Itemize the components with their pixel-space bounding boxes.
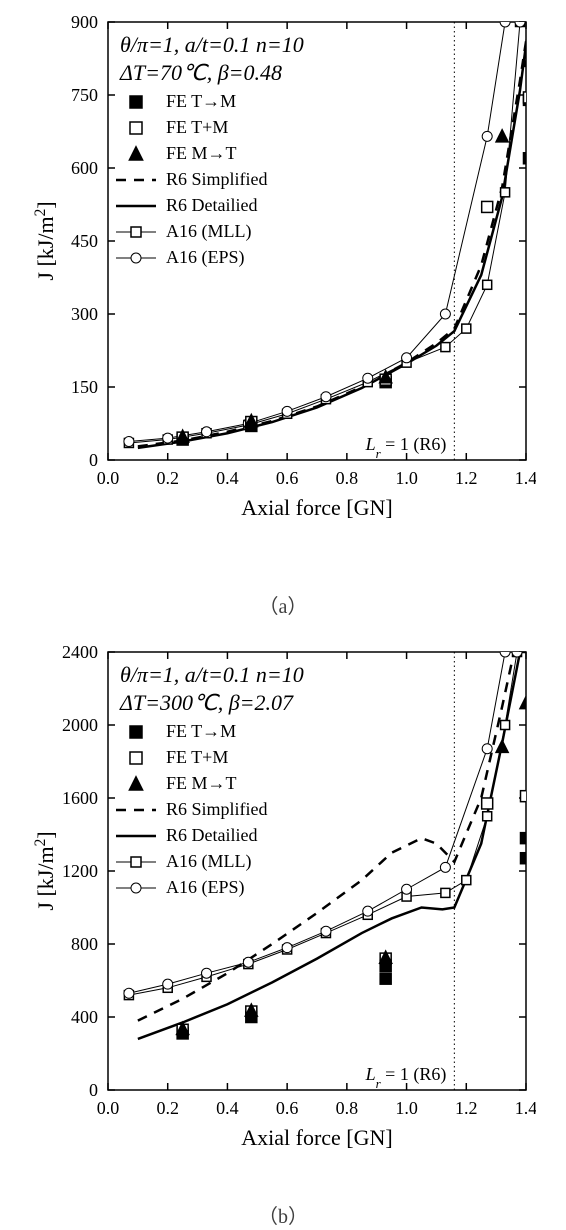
svg-text:1.4: 1.4: [515, 1098, 536, 1118]
legend-label: R6 Detailied: [166, 195, 257, 215]
chart-panel-a: 0.0 0.2 0.4 0.6 0.8 1.0 1.2 1.4 0 150 300 450 600 750…: [30, 10, 536, 570]
legend-item-fe_tm: FE T→M: [130, 91, 236, 111]
svg-text:900: 900: [71, 12, 98, 32]
legend-label: FE M→T: [166, 773, 237, 793]
params-text: ΔT=70℃, β=0.48: [119, 60, 282, 85]
svg-text:0: 0: [89, 1080, 98, 1100]
params-text: θ/π=1, a/t=0.1 n=10: [120, 662, 304, 687]
svg-text:2000: 2000: [62, 715, 98, 735]
svg-text:400: 400: [71, 1007, 98, 1027]
y-axis-label: J [kJ/m2]: [32, 201, 59, 280]
legend-item-r6d: R6 Detailied: [116, 825, 257, 845]
legend-label: FE T→M: [166, 91, 236, 111]
svg-text:1600: 1600: [62, 788, 98, 808]
svg-text:750: 750: [71, 85, 98, 105]
svg-text:0.4: 0.4: [216, 468, 239, 488]
legend-label: R6 Simplified: [166, 799, 268, 819]
legend-item-r6s: R6 Simplified: [116, 799, 268, 819]
legend-label: FE T+M: [166, 117, 228, 137]
lr-label: Lr = 1 (R6): [365, 1064, 447, 1091]
legend-item-fe_mt: FE M→T: [129, 143, 236, 163]
y-axis-label: J [kJ/m2]: [32, 831, 59, 910]
svg-text:0.0: 0.0: [97, 1098, 120, 1118]
svg-text:1.4: 1.4: [515, 468, 536, 488]
legend-item-fe_tpm: FE T+M: [130, 117, 228, 137]
svg-text:0.2: 0.2: [156, 468, 179, 488]
x-axis-label: Axial force [GN]: [241, 495, 393, 520]
legend-item-a16e: A16 (EPS): [116, 877, 245, 898]
svg-text:0.2: 0.2: [156, 1098, 179, 1118]
legend-label: A16 (MLL): [166, 221, 251, 242]
svg-text:1.2: 1.2: [455, 468, 478, 488]
svg-text:0: 0: [89, 450, 98, 470]
svg-text:0.8: 0.8: [336, 1098, 359, 1118]
chart-svg-a: 0.0 0.2 0.4 0.6 0.8 1.0 1.2 1.4 0 150 300 450 600 750…: [30, 10, 536, 530]
legend-item-fe_mt: FE M→T: [129, 773, 236, 793]
legend-item-a16m: A16 (MLL): [116, 221, 251, 242]
legend-item-fe_tm: FE T→M: [130, 721, 236, 741]
svg-text:2400: 2400: [62, 642, 98, 662]
svg-text:1.0: 1.0: [395, 1098, 418, 1118]
legend-item-a16m: A16 (MLL): [116, 851, 251, 872]
svg-text:0.8: 0.8: [336, 468, 359, 488]
svg-text:1.0: 1.0: [395, 468, 418, 488]
params-text: θ/π=1, a/t=0.1 n=10: [120, 32, 304, 57]
legend-item-fe_tpm: FE T+M: [130, 747, 228, 767]
svg-text:1200: 1200: [62, 861, 98, 881]
svg-text:0.6: 0.6: [276, 468, 299, 488]
legend-item-a16e: A16 (EPS): [116, 247, 245, 268]
svg-text:300: 300: [71, 304, 98, 324]
svg-text:0.4: 0.4: [216, 1098, 239, 1118]
svg-text:800: 800: [71, 934, 98, 954]
legend-label: A16 (MLL): [166, 851, 251, 872]
legend-label: FE T→M: [166, 721, 236, 741]
svg-text:0.0: 0.0: [97, 468, 120, 488]
lr-label: Lr = 1 (R6): [365, 434, 447, 461]
legend-label: A16 (EPS): [166, 877, 245, 898]
legend-label: FE T+M: [166, 747, 228, 767]
legend-item-r6s: R6 Simplified: [116, 169, 268, 189]
legend-label: R6 Simplified: [166, 169, 268, 189]
caption-a: （a）: [0, 590, 566, 619]
legend-item-r6d: R6 Detailied: [116, 195, 257, 215]
legend-label: FE M→T: [166, 143, 237, 163]
params-text: ΔT=300℃, β=2.07: [119, 690, 294, 715]
x-axis-label: Axial force [GN]: [241, 1125, 393, 1150]
legend-label: R6 Detailied: [166, 825, 257, 845]
chart-panel-b: 0.0 0.2 0.4 0.6 0.8 1.0 1.2 1.4 0 400 800 1200 1600 2…: [30, 640, 536, 1200]
svg-text:1.2: 1.2: [455, 1098, 478, 1118]
svg-text:450: 450: [71, 231, 98, 251]
chart-svg-b: 0.0 0.2 0.4 0.6 0.8 1.0 1.2 1.4 0 400 800 1200 1600 2…: [30, 640, 536, 1160]
caption-b: （b）: [0, 1200, 566, 1229]
svg-text:600: 600: [71, 158, 98, 178]
svg-text:150: 150: [71, 377, 98, 397]
page: 0.0 0.2 0.4 0.6 0.8 1.0 1.2 1.4 0 150 300 450 600 750…: [0, 0, 566, 1230]
legend-label: A16 (EPS): [166, 247, 245, 268]
svg-text:0.6: 0.6: [276, 1098, 299, 1118]
